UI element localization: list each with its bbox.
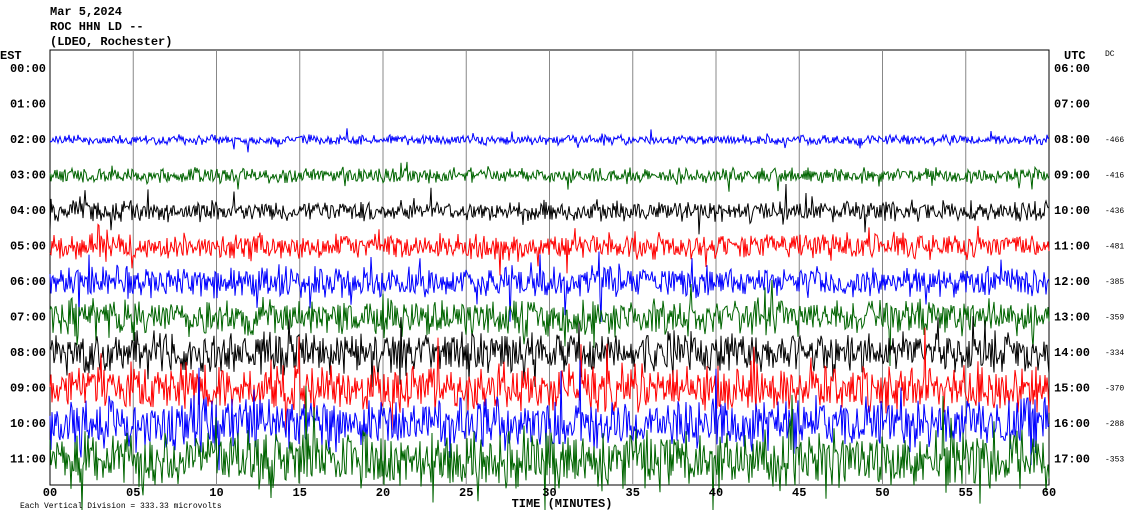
- time-tick-label: 35: [626, 486, 640, 500]
- utc-label: 10:00: [1054, 204, 1090, 218]
- time-tick-label: 50: [875, 486, 889, 500]
- utc-label: 06:00: [1054, 62, 1090, 76]
- seismic-trace: [49, 183, 1050, 235]
- dc-label: DC: [1105, 50, 1115, 59]
- est-label: 04:00: [10, 204, 46, 218]
- utc-label: 09:00: [1054, 169, 1090, 183]
- time-tick-label: 60: [1042, 486, 1056, 500]
- seismic-trace: [49, 128, 1050, 153]
- time-tick-label: 45: [792, 486, 806, 500]
- time-tick-label: 55: [959, 486, 973, 500]
- right-zone: UTC: [1064, 49, 1086, 63]
- dc-value: -436: [1105, 207, 1124, 216]
- utc-label: 12:00: [1054, 275, 1090, 289]
- time-tick-label: 30: [542, 486, 556, 500]
- dc-value: -288: [1105, 420, 1124, 429]
- est-label: 08:00: [10, 346, 46, 360]
- left-zone: EST: [0, 49, 22, 63]
- dc-value: -481: [1105, 243, 1124, 252]
- est-label: 10:00: [10, 417, 46, 431]
- seismic-trace: [49, 251, 1050, 323]
- utc-label: 08:00: [1054, 133, 1090, 147]
- utc-label: 07:00: [1054, 98, 1090, 112]
- utc-label: 16:00: [1054, 417, 1090, 431]
- time-tick-label: 20: [376, 486, 390, 500]
- seismic-trace: [49, 316, 1050, 388]
- utc-label: 17:00: [1054, 453, 1090, 467]
- dc-value: -370: [1105, 385, 1124, 394]
- seismic-trace: [49, 223, 1050, 276]
- seismic-trace: [49, 327, 1050, 434]
- dc-value: -353: [1105, 456, 1124, 465]
- time-tick-label: 00: [43, 486, 57, 500]
- seismic-trace: [49, 385, 1050, 511]
- dc-value: -466: [1105, 136, 1124, 145]
- seismic-trace: [49, 279, 1050, 367]
- time-tick-label: 40: [709, 486, 723, 500]
- footer: Each Vertical Division = 333.33 microvol…: [20, 502, 222, 511]
- utc-label: 11:00: [1054, 240, 1090, 254]
- est-label: 06:00: [10, 275, 46, 289]
- traces: [49, 50, 1050, 511]
- time-tick-label: 25: [459, 486, 473, 500]
- est-label: 09:00: [10, 382, 46, 396]
- est-label: 07:00: [10, 311, 46, 325]
- est-label: 05:00: [10, 240, 46, 254]
- utc-label: 14:00: [1054, 346, 1090, 360]
- dc-value: -385: [1105, 278, 1124, 287]
- est-label: 00:00: [10, 62, 46, 76]
- seismic-trace: [49, 161, 1050, 192]
- dc-value: -416: [1105, 172, 1124, 181]
- time-tick-label: 10: [209, 486, 223, 500]
- time-tick-label: 15: [293, 486, 307, 500]
- dc-value: -359: [1105, 314, 1124, 323]
- dc-value: -334: [1105, 349, 1124, 358]
- utc-label: 15:00: [1054, 382, 1090, 396]
- time-tick-label: 05: [126, 486, 140, 500]
- est-label: 02:00: [10, 133, 46, 147]
- header-line: Mar 5,2024: [50, 5, 122, 19]
- est-label: 03:00: [10, 169, 46, 183]
- est-label: 01:00: [10, 98, 46, 112]
- utc-label: 13:00: [1054, 311, 1090, 325]
- header-line: (LDEO, Rochester): [50, 35, 172, 49]
- header-line: ROC HHN LD --: [50, 20, 144, 34]
- est-label: 11:00: [10, 453, 46, 467]
- x-label: TIME (MINUTES): [512, 497, 613, 511]
